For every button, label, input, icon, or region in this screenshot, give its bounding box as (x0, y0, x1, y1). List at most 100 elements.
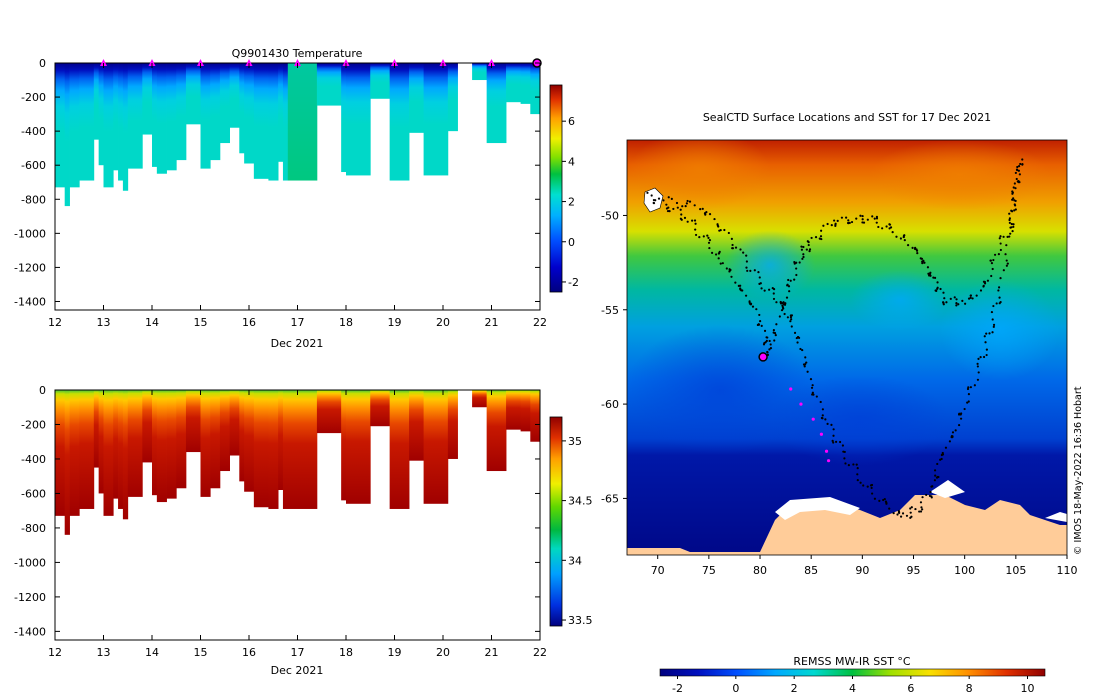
map-yticks: -50 -55 -60 -65 (601, 209, 627, 505)
track-point (744, 294, 748, 297)
track-point (830, 423, 833, 426)
track-point (928, 494, 932, 497)
track-point (786, 284, 789, 287)
track-point (820, 237, 823, 241)
track-point (1017, 179, 1020, 183)
sst-cold-patch (770, 375, 950, 465)
track-point (985, 353, 988, 357)
recent-track-point (824, 449, 829, 453)
track-point (967, 386, 970, 389)
track-point (897, 510, 901, 513)
y-tick-label: -1400 (14, 625, 46, 638)
track-point (1011, 198, 1014, 201)
profile-column (244, 63, 255, 164)
y-tick-label: 0 (39, 57, 46, 70)
track-point (983, 280, 986, 284)
track-point (982, 284, 985, 287)
track-point (688, 200, 692, 203)
track-point (790, 318, 793, 321)
profile-column (103, 390, 114, 516)
profile-column (118, 63, 124, 181)
track-point (757, 271, 760, 274)
temperature-field (55, 63, 540, 207)
track-point (955, 302, 958, 305)
track-point (919, 510, 923, 513)
track-point (847, 219, 850, 222)
track-point (734, 246, 738, 249)
profile-column (69, 63, 80, 188)
profile-column (200, 390, 211, 497)
track-point (870, 486, 873, 490)
track-point (951, 436, 954, 439)
track-point (936, 281, 939, 284)
track-point (707, 241, 711, 244)
salinity-xticks: 12 13 14 15 16 17 18 19 20 21 22 (48, 390, 547, 659)
track-point (836, 219, 839, 223)
track-point (911, 246, 914, 249)
track-point (934, 289, 937, 292)
profile-column (423, 63, 449, 176)
track-point (982, 355, 986, 359)
track-point (899, 515, 903, 518)
track-point (758, 282, 761, 285)
track-point (646, 191, 649, 194)
track-point (1010, 222, 1013, 226)
x-tick-label: 75 (702, 564, 716, 577)
track-point (977, 357, 980, 360)
y-tick-label: -200 (21, 91, 46, 104)
track-point (939, 287, 942, 291)
profile-column (64, 63, 70, 207)
track-point (793, 278, 796, 281)
track-point (786, 316, 789, 319)
profile-column (341, 63, 347, 173)
profile-column (486, 63, 507, 144)
track-point (821, 408, 824, 411)
track-point (925, 493, 928, 497)
track-point (855, 463, 858, 466)
profile-column (472, 63, 488, 81)
track-point (997, 252, 1000, 256)
track-point (885, 225, 888, 228)
y-tick-label: -800 (21, 522, 46, 535)
x-tick-label: 17 (291, 316, 305, 329)
profile-column (346, 390, 371, 504)
profile-column (423, 390, 449, 504)
track-point (976, 365, 979, 368)
track-point (713, 217, 716, 221)
track-point (745, 266, 748, 269)
track-point (983, 335, 986, 338)
track-point (698, 236, 701, 239)
track-point (997, 286, 1001, 289)
map-xticks: 70 75 80 85 90 95 100 105 110 (651, 555, 1078, 577)
y-tick-label: -400 (21, 125, 46, 138)
track-point (998, 237, 1001, 240)
track-point (951, 431, 955, 434)
track-point (903, 239, 906, 242)
track-point (923, 261, 926, 264)
track-point (944, 446, 948, 449)
track-point (808, 248, 812, 251)
track-point (795, 267, 798, 270)
salinity-colorbar-bar (549, 416, 563, 627)
track-point (680, 213, 683, 216)
track-point (1021, 163, 1024, 166)
track-point (885, 501, 888, 504)
track-point (718, 250, 721, 253)
track-point (990, 262, 994, 265)
track-point (694, 222, 697, 225)
profile-column (113, 63, 119, 171)
track-point (873, 217, 876, 220)
track-point (873, 497, 877, 500)
profile-column (229, 63, 240, 128)
y-tick-label: -1200 (14, 261, 46, 274)
track-point (957, 303, 960, 306)
track-point (955, 298, 958, 301)
temperature-markers (100, 58, 542, 68)
track-point (759, 320, 762, 323)
track-point (734, 281, 737, 284)
track-point (1011, 229, 1014, 233)
track-point (969, 294, 972, 297)
track-point (763, 329, 767, 332)
temperature-colorbar-ticks: 6 4 2 0 -2 (562, 115, 579, 289)
profile-column (520, 63, 531, 104)
